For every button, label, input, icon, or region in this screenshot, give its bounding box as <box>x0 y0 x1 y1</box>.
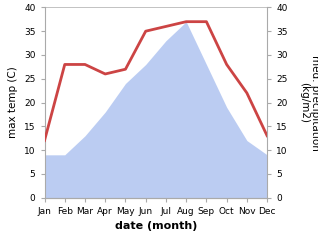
Y-axis label: max temp (C): max temp (C) <box>9 67 18 138</box>
Y-axis label: med. precipitation
(kg/m2): med. precipitation (kg/m2) <box>299 55 318 150</box>
X-axis label: date (month): date (month) <box>114 221 197 231</box>
